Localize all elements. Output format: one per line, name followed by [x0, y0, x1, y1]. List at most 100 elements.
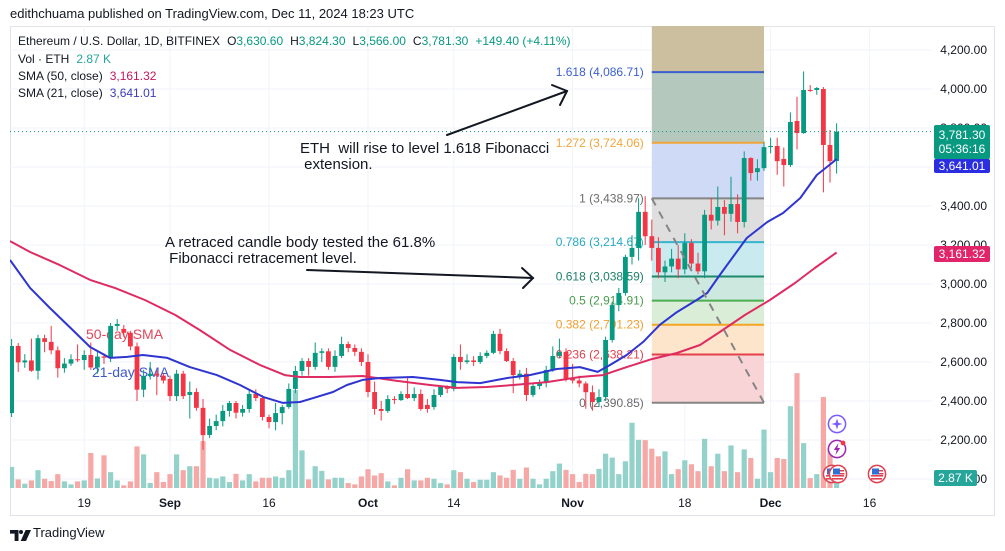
annotation-arrow-extension[interactable]: [446, 84, 569, 136]
candle: [590, 385, 595, 411]
candle: [326, 348, 331, 370]
time-axis-label: Sep: [159, 496, 181, 510]
volume-bar: [48, 481, 54, 488]
candle: [649, 219, 655, 261]
sma21-line[interactable]: [10, 158, 838, 404]
candle: [233, 401, 239, 419]
candle: [286, 383, 292, 409]
sparkle-event-icon[interactable]: [827, 414, 847, 434]
tradingview-logo-icon[interactable]: [10, 528, 31, 546]
candle: [735, 194, 740, 234]
us-flag-event-icon[interactable]: [828, 464, 848, 484]
candle: [42, 334, 47, 353]
candle: [557, 338, 562, 359]
annotation-retracement-text[interactable]: A retraced candle body tested the 61.8%: [165, 234, 436, 251]
candle: [240, 404, 245, 417]
volume-bar: [787, 406, 793, 488]
time-axis-label: 18: [678, 496, 692, 510]
candle: [537, 379, 542, 390]
candle: [55, 346, 61, 378]
fib-level-label: 1 (3,438.97): [579, 191, 644, 205]
fibonacci-drawing[interactable]: 1.618 (4,086.71) 1.272 (3,724.06) 1 (3,438…: [556, 26, 764, 410]
volume-bar: [629, 422, 635, 488]
candles: [10, 71, 839, 450]
sma50-chart-label: 50-day SMA: [86, 326, 164, 342]
price-axis-label: 2,800.00: [940, 316, 987, 330]
legend-sma50-row[interactable]: SMA (50, close) 3,161.32: [18, 69, 156, 83]
fib-zone: [651, 72, 764, 143]
time-axis[interactable]: 19 Sep 16 Oct 14 Nov 18 Dec 16: [78, 496, 877, 510]
legend-symbol-row[interactable]: Ethereum / U.S. Dollar, 1D, BITFINEX O3,6…: [18, 34, 571, 48]
lightning-event-icon[interactable]: [827, 439, 847, 459]
price-axis-label: 3,400.00: [940, 199, 987, 213]
annotation-extension-text-line2[interactable]: extension.: [300, 156, 373, 173]
tradingview-brand[interactable]: TradingView: [33, 525, 105, 540]
candle: [253, 389, 259, 401]
fib-zone: [651, 300, 764, 325]
volume-bar: [68, 484, 74, 488]
sma50-line[interactable]: [10, 240, 838, 389]
fib-level-label: 0.5 (2,914.91): [569, 294, 644, 308]
candle: [306, 358, 311, 376]
fib-level-label: 0.618 (3,038.59): [556, 269, 644, 283]
volume-bar: [596, 468, 602, 488]
legend-volume-row[interactable]: Vol · ETH 2.87 K: [18, 52, 111, 66]
fib-level-label: 1.618 (4,086.71): [556, 65, 644, 79]
sma21-indicator-value: 3,641.01: [109, 86, 157, 100]
legend-sma21-row[interactable]: SMA (21, close) 3,641.01: [18, 86, 156, 100]
last-price-tag: 3,781.30 05:36:16: [934, 125, 990, 159]
annotation-arrow-retracement[interactable]: [306, 267, 535, 289]
us-flag-event-icon[interactable]: [867, 464, 887, 484]
sma21-indicator-label: SMA (21, close): [18, 86, 103, 100]
candle: [187, 381, 193, 419]
volume-bar: [88, 453, 94, 488]
volume-bar: [583, 473, 589, 488]
annotation-extension-text[interactable]: ETH will rise to level 1.618 Fibonacci: [300, 140, 550, 157]
candle: [794, 96, 800, 150]
candle: [35, 334, 41, 380]
volume-bar: [121, 485, 127, 488]
candle: [266, 414, 272, 429]
sma50-price-tag: 3,161.32: [934, 246, 990, 262]
chart-pane[interactable]: [10, 26, 995, 516]
candle: [194, 388, 199, 411]
candle: [814, 87, 820, 95]
sma21-price-tag: 3,641.01: [934, 159, 990, 173]
volume-bar: [299, 450, 305, 488]
volume-bar: [464, 478, 470, 488]
candle: [689, 239, 694, 269]
volume-bar: [662, 451, 668, 488]
candle: [748, 157, 754, 181]
candle: [359, 348, 364, 366]
volume-bar: [517, 478, 523, 488]
candle: [319, 348, 325, 362]
candle: [458, 344, 463, 370]
candle: [781, 147, 787, 187]
candle: [722, 200, 727, 236]
candle: [81, 350, 87, 370]
candle: [642, 196, 648, 245]
candle: [616, 287, 622, 312]
volume-bar: [801, 443, 807, 488]
volume-bar: [55, 474, 61, 488]
candle: [438, 385, 443, 398]
candle: [108, 323, 113, 362]
volume-bar: [187, 466, 193, 488]
annotation-retracement-text-line2[interactable]: Fibonacci retracement level.: [165, 250, 357, 267]
price-axis-label: 2,400.00: [940, 394, 987, 408]
candle: [68, 354, 74, 366]
volume-bar: [246, 474, 252, 488]
fib-zone: [651, 354, 764, 403]
symbol-title[interactable]: Ethereum / U.S. Dollar, 1D, BITFINEX: [18, 34, 221, 48]
volume-bar: [537, 484, 543, 488]
sma50-indicator-label: SMA (50, close): [18, 69, 103, 83]
candle: [662, 260, 668, 283]
volume-bar: [332, 477, 338, 488]
volume-bar: [444, 484, 450, 488]
volume-bar: [94, 478, 100, 488]
candle: [682, 233, 688, 275]
volume-bar: [292, 389, 298, 488]
fib-trend-line[interactable]: [650, 197, 765, 404]
candle: [246, 389, 252, 413]
